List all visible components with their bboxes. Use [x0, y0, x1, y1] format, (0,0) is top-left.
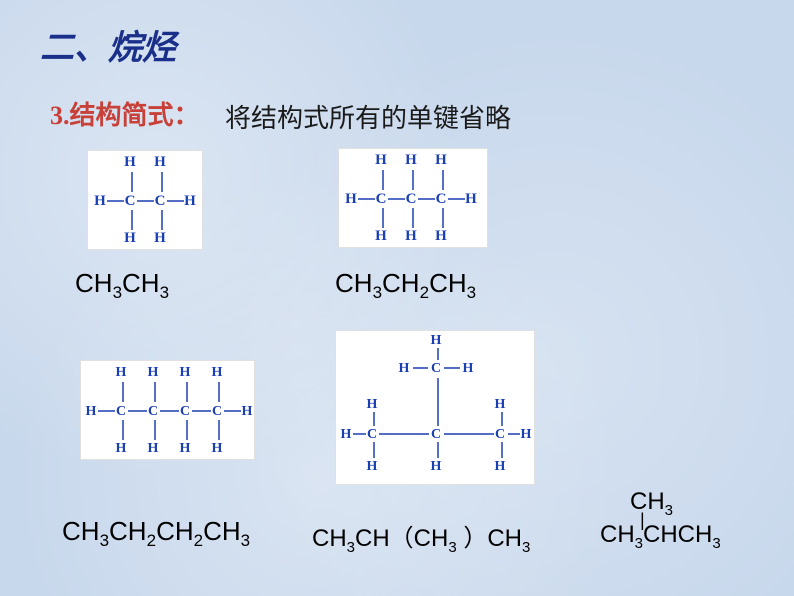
- svg-text:H: H: [116, 441, 127, 456]
- svg-text:H: H: [180, 365, 191, 380]
- svg-text:H: H: [180, 441, 191, 456]
- svg-text:C: C: [406, 191, 417, 207]
- svg-text:C: C: [431, 427, 441, 442]
- svg-text:H: H: [116, 365, 127, 380]
- svg-text:C: C: [148, 404, 158, 419]
- svg-text:H: H: [399, 361, 410, 376]
- svg-text:H: H: [242, 404, 253, 419]
- formula-isobutane: CH3CH（CH3 ）CH3: [312, 518, 530, 556]
- svg-text:C: C: [180, 404, 190, 419]
- svg-text:H: H: [463, 361, 474, 376]
- svg-text:H: H: [212, 441, 223, 456]
- svg-text:H: H: [435, 152, 447, 168]
- svg-text:H: H: [435, 228, 447, 244]
- svg-text:H: H: [375, 152, 387, 168]
- svg-text:C: C: [155, 193, 166, 209]
- svg-text:H: H: [148, 441, 159, 456]
- svg-text:H: H: [341, 427, 352, 442]
- svg-text:C: C: [212, 404, 222, 419]
- svg-text:H: H: [124, 230, 136, 246]
- formula-propane: CH3CH2CH3: [335, 268, 476, 303]
- svg-text:H: H: [495, 459, 506, 474]
- diagram-isobutane: HHCHHHHCCCHHHH: [335, 330, 535, 485]
- formula-butane: CH3CH2CH2CH3: [62, 516, 250, 551]
- svg-text:H: H: [367, 397, 378, 412]
- stacked-bottom: CH3CHCH3: [600, 523, 721, 551]
- svg-text:C: C: [116, 404, 126, 419]
- svg-text:H: H: [521, 427, 532, 442]
- svg-text:H: H: [124, 154, 136, 170]
- svg-text:H: H: [345, 191, 357, 207]
- diagram-propane: H H H H C C C H H H H: [338, 148, 488, 248]
- svg-text:H: H: [148, 365, 159, 380]
- svg-text:C: C: [431, 361, 441, 376]
- section-title: 二、烷烃: [40, 20, 176, 69]
- svg-text:H: H: [367, 459, 378, 474]
- svg-text:H: H: [86, 404, 97, 419]
- diagram-ethane: H H H C C H H H: [87, 150, 203, 250]
- svg-text:C: C: [125, 193, 136, 209]
- diagram-butane: H H H H H C C C C H H H H H: [80, 360, 255, 460]
- svg-text:H: H: [154, 154, 166, 170]
- svg-text:H: H: [94, 193, 106, 209]
- svg-text:H: H: [465, 191, 477, 207]
- svg-text:H: H: [212, 365, 223, 380]
- svg-text:H: H: [431, 333, 442, 348]
- svg-text:H: H: [154, 230, 166, 246]
- subsection-desc: 将结构式所有的单键省略: [225, 98, 511, 135]
- svg-text:H: H: [405, 228, 417, 244]
- svg-text:C: C: [376, 191, 387, 207]
- svg-text:H: H: [431, 459, 442, 474]
- stacked-top: CH3: [600, 490, 721, 518]
- formula-ethane: CH3CH3: [75, 268, 169, 303]
- svg-text:C: C: [367, 427, 377, 442]
- svg-text:H: H: [375, 228, 387, 244]
- svg-text:C: C: [495, 427, 505, 442]
- subsection-label: 3.结构简式：: [50, 95, 200, 132]
- svg-text:H: H: [405, 152, 417, 168]
- svg-text:H: H: [495, 397, 506, 412]
- svg-text:H: H: [184, 193, 196, 209]
- svg-text:C: C: [436, 191, 447, 207]
- formula-isobutane-stacked: CH3 | CH3CHCH3: [600, 490, 721, 551]
